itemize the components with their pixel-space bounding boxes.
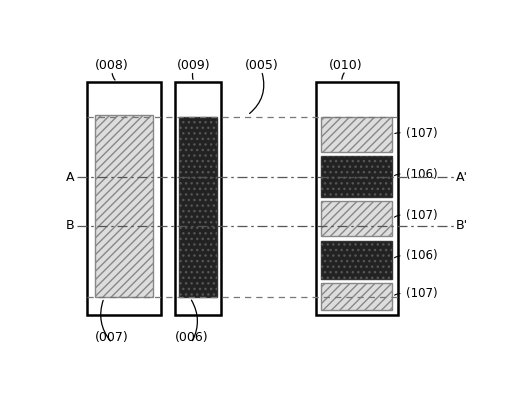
Text: (007): (007) [95,331,129,344]
Bar [321,241,392,279]
Text: (006): (006) [175,331,208,344]
Bar [179,117,218,297]
Text: (009): (009) [177,59,210,72]
Bar [315,82,398,315]
Bar [95,115,153,297]
Bar [321,202,392,236]
Bar [321,283,392,310]
Bar [87,82,161,315]
Bar [179,117,218,297]
Text: B: B [66,219,75,232]
Text: (010): (010) [329,59,363,72]
Text: (107): (107) [406,209,438,222]
Text: (107): (107) [406,127,438,140]
Text: (107): (107) [406,287,438,300]
Text: A': A' [456,171,468,184]
Text: A: A [66,171,75,184]
Text: (005): (005) [244,59,278,72]
Bar [321,156,392,197]
Text: (106): (106) [406,168,438,181]
Bar [175,82,221,315]
Bar [321,241,392,279]
Text: (008): (008) [95,59,129,72]
Text: B': B' [456,219,468,232]
Bar [321,117,392,152]
Bar [321,156,392,197]
Text: (106): (106) [406,250,438,263]
